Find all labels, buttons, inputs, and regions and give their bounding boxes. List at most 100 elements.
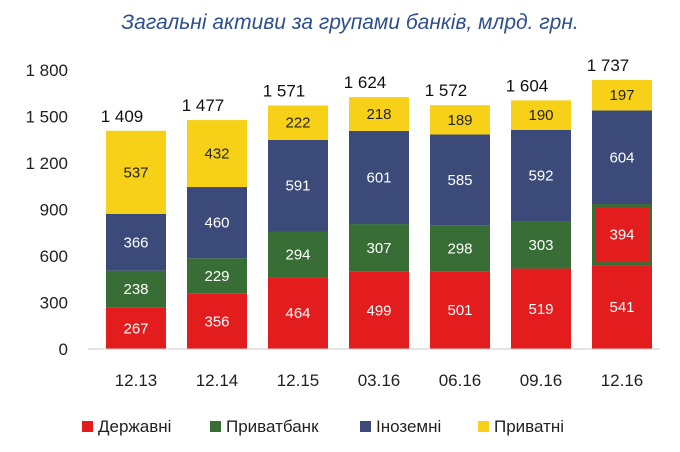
- data-label: 541: [609, 299, 634, 316]
- total-label: 1 477: [182, 96, 225, 115]
- x-tick-label: 12.13: [115, 371, 158, 390]
- legend-label: Приватні: [494, 417, 564, 436]
- data-label: 464: [285, 305, 310, 322]
- data-label: 238: [123, 281, 148, 298]
- bar-segment: [511, 100, 571, 130]
- data-label: 537: [123, 164, 148, 181]
- data-label: 591: [285, 178, 310, 195]
- data-label: 394: [609, 227, 634, 244]
- bar-segment: [592, 265, 652, 349]
- data-label: 592: [528, 168, 553, 185]
- bar-segment: [187, 120, 247, 188]
- bar-segment: [511, 129, 571, 222]
- y-tick-label: 300: [40, 294, 68, 313]
- bar-segment: [187, 187, 247, 259]
- bar-12.15: 464 294 591 222: [268, 105, 328, 349]
- y-tick-label: 1 500: [25, 108, 68, 127]
- x-tick-label: 12.16: [601, 371, 644, 390]
- data-label: 267: [123, 320, 148, 337]
- total-label: 1 409: [101, 107, 144, 126]
- bar-segment: [349, 271, 409, 349]
- bar-03.16: 499 307 601 218: [349, 97, 409, 349]
- data-label: 303: [528, 237, 553, 254]
- data-label: 356: [204, 313, 229, 330]
- bar-segment: [106, 307, 166, 349]
- legend: Державні Приватбанк Іноземні Приватні: [82, 417, 564, 436]
- bar-segment: [349, 224, 409, 272]
- data-label: 190: [528, 107, 553, 124]
- x-tick-label: 12.15: [277, 371, 320, 390]
- bar-segment: [106, 270, 166, 308]
- data-label: 189: [447, 112, 472, 129]
- data-label: 460: [204, 215, 229, 232]
- x-tick-label: 06.16: [439, 371, 482, 390]
- bar-segment: [268, 105, 328, 140]
- y-tick-label: 1 800: [25, 61, 68, 80]
- bar-segment: [430, 134, 490, 226]
- data-label: 601: [366, 169, 391, 186]
- legend-swatch: [478, 421, 489, 432]
- legend-item: Приватбанк: [210, 417, 319, 436]
- bar-segment: [592, 79, 652, 111]
- bar-segment: [268, 139, 328, 232]
- data-label: 432: [204, 146, 229, 163]
- data-label: 298: [447, 240, 472, 257]
- data-label: 604: [609, 149, 634, 166]
- data-label: 366: [123, 234, 148, 251]
- x-axis: 12.13 12.14 12.15 03.16 06.16 09.16 12.16: [88, 348, 660, 390]
- bar-segment: [430, 271, 490, 349]
- y-axis: 0 300 600 900 1 200 1 500 1 800: [25, 61, 68, 359]
- y-tick-label: 0: [59, 340, 68, 359]
- legend-swatch: [82, 421, 93, 432]
- total-label: 1 604: [506, 76, 549, 95]
- total-labels: 1 409 1 477 1 571 1 624 1 572 1 604 1 737: [101, 56, 630, 126]
- x-tick-label: 03.16: [358, 371, 401, 390]
- legend-label: Іноземні: [376, 417, 441, 436]
- legend-label: Приватбанк: [226, 417, 319, 436]
- x-tick-label: 09.16: [520, 371, 563, 390]
- bar-09.16: 519 303 592 190: [511, 100, 571, 349]
- bar-segment: [187, 293, 247, 349]
- data-label: 519: [528, 301, 553, 318]
- bar-06.16: 501 298 585 189: [430, 105, 490, 349]
- legend-swatch: [360, 421, 371, 432]
- bar-segment: [106, 130, 166, 214]
- data-label: 197: [609, 87, 634, 104]
- bar-12.13: 267 238 366 537: [106, 130, 166, 349]
- bar-segment: [592, 204, 652, 266]
- bar-segment: [349, 97, 409, 131]
- bar-segment: [511, 268, 571, 349]
- highlight-border: [592, 204, 652, 266]
- bar-segment: [268, 231, 328, 278]
- data-label: 499: [366, 302, 391, 319]
- total-label: 1 737: [587, 56, 630, 75]
- legend-item: Державні: [82, 417, 171, 436]
- data-label: 501: [447, 302, 472, 319]
- y-tick-label: 1 200: [25, 154, 68, 173]
- x-tick-label: 12.14: [196, 371, 239, 390]
- bar-segment: [187, 258, 247, 294]
- bar-segment: [592, 110, 652, 205]
- bar-segment: [106, 213, 166, 271]
- legend-swatch: [210, 421, 221, 432]
- data-label: 585: [447, 172, 472, 189]
- data-label: 229: [204, 268, 229, 285]
- bar-segment: [430, 105, 490, 135]
- y-tick-label: 900: [40, 201, 68, 220]
- legend-item: Приватні: [478, 417, 564, 436]
- data-label: 222: [285, 115, 310, 132]
- bar-12.16: 541 394 604 197: [592, 79, 652, 349]
- bar-segment: [349, 130, 409, 225]
- total-label: 1 572: [425, 81, 468, 100]
- bar-segment: [511, 221, 571, 269]
- bar-segment: [430, 225, 490, 272]
- total-label: 1 624: [344, 73, 387, 92]
- bar-12.14: 356 229 460 432: [187, 120, 247, 349]
- data-label: 218: [366, 106, 391, 123]
- bar-segment: [268, 277, 328, 349]
- data-label: 307: [366, 240, 391, 257]
- bars: 267 238 366 537 356 229 460 432 464 294 591 222 499 3…: [106, 79, 652, 349]
- data-label: 294: [285, 246, 310, 263]
- legend-label: Державні: [98, 417, 171, 436]
